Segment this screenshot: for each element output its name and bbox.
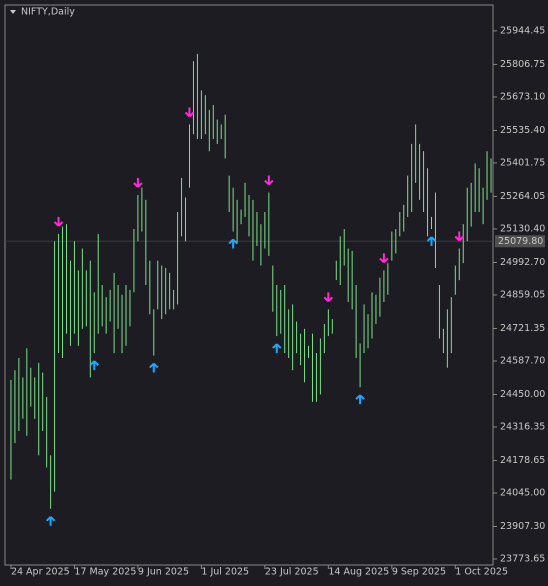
last-price-box	[495, 235, 545, 248]
x-tick-label: 9 Jun 2025	[138, 567, 189, 578]
y-tick-label: 25673.10	[500, 91, 545, 102]
y-tick-label: 23907.30	[500, 521, 545, 532]
y-tick-label: 25130.40	[500, 223, 545, 234]
sell-arrow	[264, 175, 274, 186]
buy-arrow	[355, 394, 365, 405]
y-tick-label: 24859.05	[500, 289, 545, 300]
buy-arrow	[89, 360, 99, 371]
y-tick-label: 25806.75	[500, 59, 545, 70]
y-tick-label: 24178.65	[500, 455, 545, 466]
y-tick-label: 24450.00	[500, 389, 545, 400]
x-tick-label: 1 Jul 2025	[201, 567, 249, 578]
buy-arrow	[45, 516, 56, 526]
y-tick-label: 24316.35	[500, 421, 545, 432]
sell-arrow	[53, 216, 64, 227]
chart-title: NIFTY,Daily	[21, 7, 75, 18]
buy-arrow	[272, 343, 282, 354]
y-tick-label: 25401.75	[500, 157, 545, 168]
x-tick-label: 9 Sep 2025	[392, 567, 446, 578]
last-price-label: 25079.80	[498, 236, 543, 247]
sell-arrow	[454, 231, 464, 242]
sell-arrow	[133, 177, 143, 188]
y-tick-label: 23773.65	[500, 554, 545, 565]
x-tick-label: 24 Apr 2025	[11, 567, 70, 578]
x-tick-label: 23 Jul 2025	[265, 567, 319, 578]
x-tick-label: 14 Aug 2025	[328, 567, 389, 578]
sell-arrow	[379, 253, 389, 264]
y-tick-label: 24587.70	[500, 355, 545, 366]
buy-arrow	[228, 238, 238, 249]
buy-arrow	[149, 362, 159, 373]
sell-arrow	[323, 292, 334, 303]
y-tick-label: 24721.35	[500, 323, 545, 334]
plot-frame	[4, 4, 494, 566]
buy-arrow	[426, 236, 437, 247]
y-tick-label: 25264.05	[500, 191, 545, 202]
y-tick-label: 24045.00	[500, 487, 545, 498]
y-tick-label: 25535.40	[500, 125, 545, 136]
x-tick-label: 17 May 2025	[74, 567, 136, 578]
sell-arrow	[184, 107, 195, 118]
x-tick-label: 1 Oct 2025	[455, 567, 508, 578]
y-tick-label: 24992.70	[500, 257, 545, 268]
title-caret	[10, 10, 16, 14]
y-tick-label: 25944.45	[500, 25, 545, 36]
